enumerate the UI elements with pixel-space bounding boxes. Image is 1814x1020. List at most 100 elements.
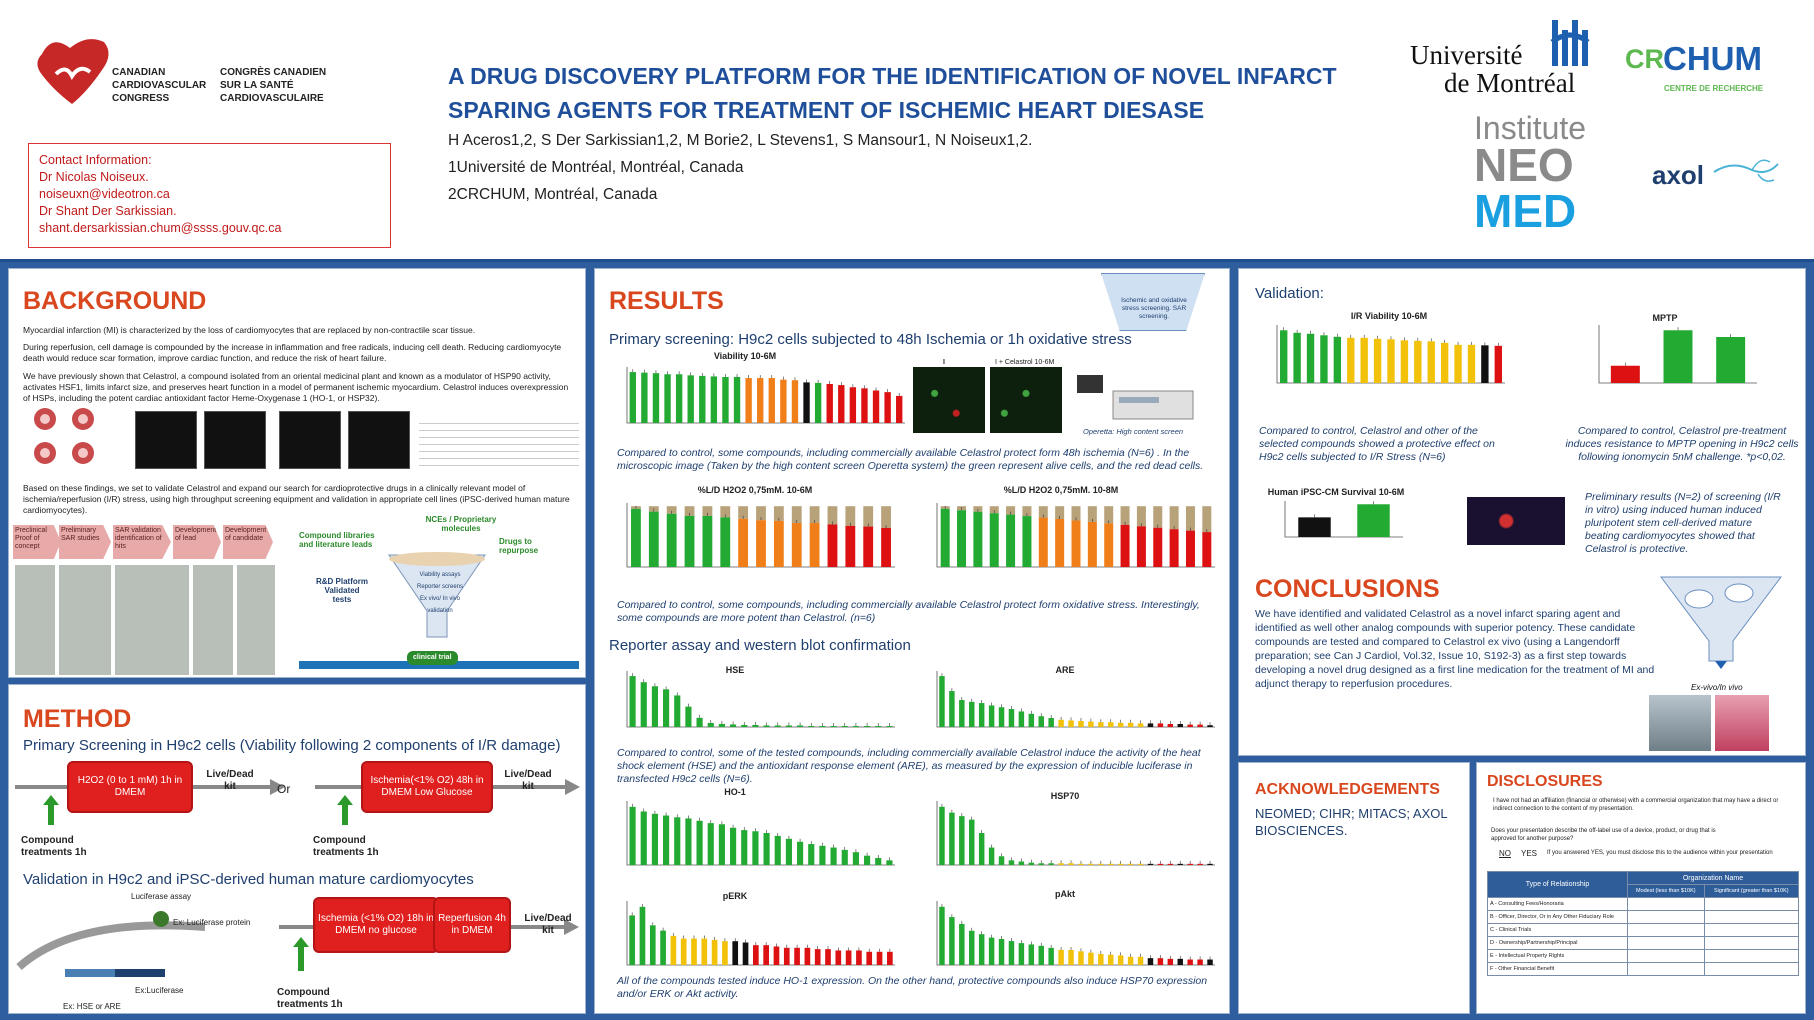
chart-bar-dead	[702, 506, 713, 516]
chart-bar	[804, 947, 811, 965]
chart-bar	[1028, 713, 1035, 727]
up-arrow-icon	[337, 795, 353, 825]
chart-bar	[753, 945, 759, 965]
chart-bar	[780, 379, 787, 423]
screening-badge-text: Ischemic and oxidative stress screening.…	[1121, 297, 1187, 320]
chart-bar	[808, 844, 815, 865]
chart-bar	[1467, 344, 1476, 383]
chart-bar	[1055, 519, 1065, 567]
results-caption-2: Compared to control, some compounds, inc…	[617, 599, 1200, 624]
chart-bar	[998, 856, 1005, 865]
crchum-logo-cr: CR	[1625, 44, 1664, 74]
chart-bar	[763, 945, 769, 965]
chart-bar-dead	[1104, 506, 1114, 524]
chart-bar	[752, 724, 759, 727]
echo-legend-text	[419, 417, 579, 469]
results-caption-4: All of the compounds tested induce HO-1 …	[617, 975, 1208, 1000]
flow-column	[237, 565, 275, 675]
contact-line: shant.dersarkissian.chum@ssss.gouv.qc.ca	[39, 221, 282, 235]
chart-bar	[732, 941, 739, 965]
chart-bar	[809, 523, 820, 567]
chart-bar	[1087, 521, 1097, 567]
background-p1: Myocardial infarction (MI) is characteri…	[23, 325, 476, 335]
chart-bar	[940, 508, 950, 567]
chart-bar	[1454, 344, 1462, 383]
live-dead-label: Live/Dead kit	[524, 913, 572, 936]
chart-bar	[1038, 517, 1048, 567]
chart-bar	[814, 382, 822, 423]
chart-bar	[1207, 863, 1213, 865]
funnel-item: Reporter screens	[416, 584, 464, 590]
compound-treatment-label: Compound treatments 1h	[313, 835, 379, 858]
operetta-instrument-image	[1077, 375, 1194, 420]
chart-bar	[1167, 724, 1174, 727]
chart-title: HSE	[725, 665, 745, 675]
chart-bar	[649, 925, 656, 965]
luciferase-diagram	[16, 911, 205, 977]
disclosure-note: If you answered YES, you must disclose t…	[1547, 850, 1773, 856]
method-primary-heading: Primary Screening in H9c2 cells (Viabili…	[23, 737, 561, 754]
chart-bar	[1187, 959, 1193, 965]
crchum-logo-sub: CENTRE DE RECHERCHE	[1664, 84, 1764, 93]
ccc-name-en: CANADIAN CARDIOVASCULAR CONGRESS	[112, 67, 207, 104]
chart-bar	[1400, 340, 1409, 383]
echo-image-4	[348, 411, 410, 469]
ex-hse-label: Ex: HSE or ARE	[63, 1002, 121, 1011]
chart-bar	[1038, 945, 1044, 965]
chart-bar	[1048, 947, 1054, 965]
chart-bar	[939, 806, 945, 865]
chart-bar	[663, 689, 670, 727]
luciferase-protein-label: Ex: Luciferase protein	[173, 918, 251, 927]
chart-bar	[684, 515, 695, 567]
chart-bar	[1018, 861, 1025, 865]
chart-bar	[814, 949, 821, 965]
chart-bar	[1071, 520, 1081, 567]
chart-axis	[936, 801, 1215, 866]
clinical-trial-label: clinical trial	[407, 651, 458, 665]
chart-bar	[1127, 863, 1134, 865]
up-arrow-icon	[293, 937, 309, 971]
chart-bar	[866, 951, 873, 965]
funnel-item: Ex vivo/ In vivo validation	[419, 596, 460, 614]
chart-bar-dead	[863, 506, 874, 527]
chart-axis	[1598, 325, 1757, 384]
flow-step: Development of lead	[173, 525, 221, 559]
chart-bar	[849, 387, 857, 423]
heart-sections-image	[34, 408, 94, 464]
chart-bar	[718, 723, 725, 727]
chart-bar	[660, 930, 666, 965]
exvivo-label: Ex-vivo/In vivo	[1691, 683, 1743, 692]
chart-bar	[1088, 863, 1094, 865]
results-caption-1: Compared to control, some compounds, inc…	[617, 447, 1204, 472]
chart-bar	[841, 849, 848, 865]
chart-bar	[745, 378, 752, 423]
chart-bar	[957, 510, 967, 567]
ho1-chart	[626, 801, 895, 866]
chart-bar	[1333, 336, 1342, 383]
chart-bar	[1058, 949, 1064, 965]
chart-bar	[830, 725, 837, 727]
chart-bar	[631, 508, 641, 567]
background-p3: We have previously shown that Celastrol,…	[23, 371, 569, 403]
chart-bar	[1058, 863, 1064, 865]
chart-title: %L/D H2O2 0,75mM. 10-6M	[697, 485, 813, 495]
chart-bar	[852, 725, 859, 727]
ack-text: NEOMED; CIHR; MITACS; AXOL BIOSCIENCES.	[1255, 806, 1448, 838]
chart-bar	[774, 835, 781, 865]
hse-chart	[626, 671, 895, 728]
chart-bar	[969, 819, 975, 865]
chart-bar	[1028, 862, 1035, 865]
chart-bar	[1427, 341, 1435, 383]
flow-step: Development of candidate	[223, 525, 273, 559]
chart-bar	[1088, 721, 1094, 727]
chart-bar	[670, 935, 677, 965]
chart-bar	[651, 813, 658, 865]
disclosure-yes: YES	[1521, 849, 1538, 858]
chart-bar	[666, 513, 677, 567]
chart-bar	[1068, 949, 1074, 965]
chart-bar	[998, 938, 1005, 965]
chart-bar	[785, 838, 792, 865]
validation-caption-1: Compared to control, Celastrol and other…	[1259, 425, 1495, 463]
h2o2-10-8-chart	[936, 503, 1215, 568]
chart-bar-dead	[756, 506, 766, 521]
